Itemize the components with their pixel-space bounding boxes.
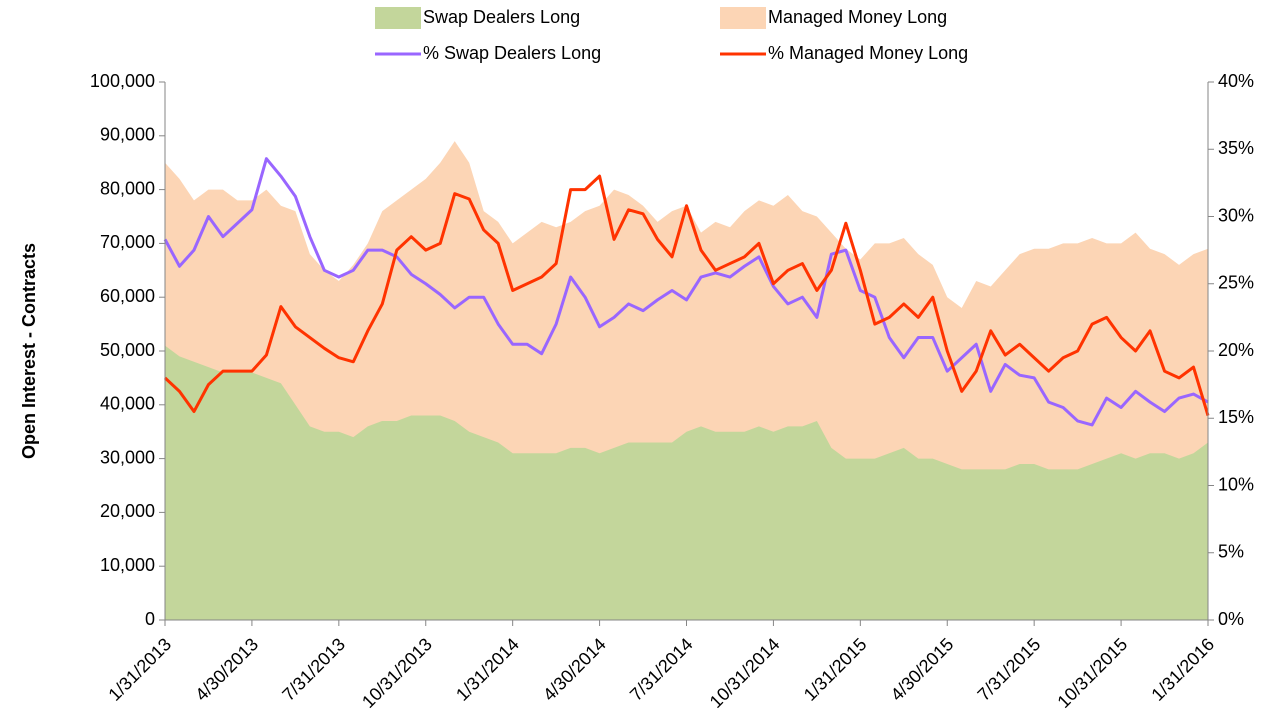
y-tick-label: 0: [145, 609, 155, 629]
x-tick-label: 1/31/2013: [104, 634, 175, 705]
x-tick-label: 4/30/2014: [539, 634, 610, 705]
y2-tick-label: 10%: [1218, 474, 1254, 494]
y-axis-label: Open Interest - Contracts: [19, 243, 39, 459]
legend-label: % Managed Money Long: [768, 43, 968, 63]
x-tick-label: 7/31/2014: [626, 634, 697, 705]
y-tick-label: 50,000: [100, 340, 155, 360]
y2-tick-label: 35%: [1218, 138, 1254, 158]
line: [163, 174, 1210, 416]
legend-label: % Swap Dealers Long: [423, 43, 601, 63]
y-tick-label: 20,000: [100, 501, 155, 521]
y2-tick-label: 0%: [1218, 609, 1244, 629]
x-tick-label: 7/31/2013: [278, 634, 349, 705]
x-tick-label: 4/30/2013: [191, 634, 262, 705]
x-tick-label: 1/31/2016: [1147, 634, 1218, 705]
y-tick-label: 60,000: [100, 286, 155, 306]
legend-label: Managed Money Long: [768, 7, 947, 27]
legend-swatch: [375, 7, 421, 29]
area: [165, 345, 1208, 620]
y-tick-label: 10,000: [100, 555, 155, 575]
y2-tick-label: 15%: [1218, 407, 1254, 427]
x-tick-label: 10/31/2014: [706, 634, 784, 712]
y2-tick-label: 20%: [1218, 340, 1254, 360]
y-tick-label: 90,000: [100, 125, 155, 145]
y-tick-label: 70,000: [100, 232, 155, 252]
y2-tick-label: 25%: [1218, 273, 1254, 293]
x-tick-label: 1/31/2014: [452, 634, 523, 705]
line: [163, 157, 1209, 427]
y-tick-label: 40,000: [100, 394, 155, 414]
y-tick-label: 30,000: [100, 447, 155, 467]
y2-tick-label: 5%: [1218, 542, 1244, 562]
x-tick-label: 1/31/2015: [800, 634, 871, 705]
x-tick-label: 4/30/2015: [887, 634, 958, 705]
legend-swatch: [720, 7, 766, 29]
x-tick-label: 10/31/2015: [1053, 634, 1131, 712]
y-tick-label: 80,000: [100, 178, 155, 198]
y2-tick-label: 30%: [1218, 205, 1254, 225]
x-tick-label: 10/31/2013: [358, 634, 436, 712]
y-tick-label: 100,000: [90, 71, 155, 91]
y2-tick-label: 40%: [1218, 71, 1254, 91]
legend-label: Swap Dealers Long: [423, 7, 580, 27]
x-tick-label: 7/31/2015: [974, 634, 1045, 705]
